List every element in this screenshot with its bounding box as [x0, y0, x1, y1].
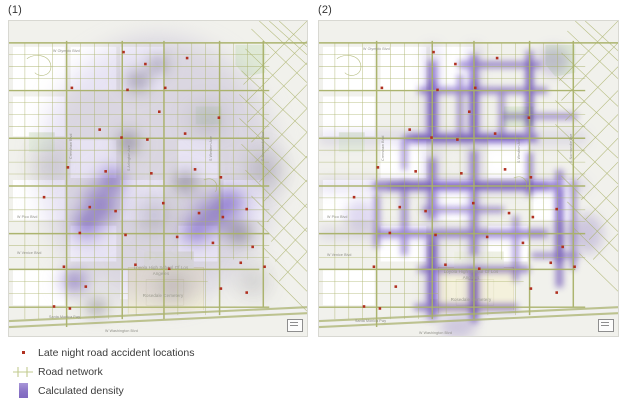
panel-1-label: (1) [8, 4, 23, 16]
map-text-labels-1: Loyola High School Of Los Angeles Roseda… [9, 21, 307, 336]
density-swatch-icon [8, 383, 38, 398]
map-label: Loyola High School Of Los Angeles [133, 265, 189, 276]
map-label: S Arlington Ave [127, 145, 131, 171]
panel-2-label: (2) [318, 4, 333, 16]
map-label: W Washington Blvd [105, 329, 138, 333]
legend-item-accidents: Late night road accident locations [8, 343, 308, 362]
map-label: Santa Monica Fwy [355, 319, 387, 323]
road-network-1 [9, 21, 307, 336]
map-label: Loyola High School Of Los Angeles [443, 269, 499, 280]
map-label: W Pico Blvd [17, 215, 38, 219]
map-label: S Normandie Ave [569, 133, 573, 163]
map-panel-1[interactable]: Loyola High School Of Los Angeles Roseda… [8, 20, 308, 337]
road-cross-icon [8, 366, 38, 378]
map-attribution-box-2[interactable] [598, 319, 614, 332]
accident-points-2 [319, 21, 618, 336]
legend-label: Road network [38, 365, 103, 378]
point-marker-icon [8, 351, 38, 354]
map-legend: Late night road accident locations Road … [8, 343, 308, 400]
map-label: Crenshaw Blvd [69, 133, 73, 159]
map-label: W Washington Blvd [419, 331, 452, 335]
map-attribution-box-1[interactable] [287, 319, 303, 332]
map-label: Crenshaw Blvd [381, 135, 385, 161]
legend-item-roads: Road network [8, 362, 308, 381]
map-label: S Western Ave [517, 138, 521, 163]
map-label: S Western Ave [209, 136, 213, 161]
map-label: W Olympic Blvd [363, 47, 390, 51]
accident-points-1 [9, 21, 307, 336]
road-network-2 [319, 21, 618, 336]
map-label: W Venice Blvd [17, 251, 42, 255]
map-panel-2[interactable]: Loyola High School Of Los Angeles Roseda… [318, 20, 619, 337]
map-label: Santa Monica Fwy [49, 315, 81, 319]
map-label: Rosedale Cemetery [142, 293, 184, 298]
legend-label: Late night road accident locations [38, 346, 195, 359]
legend-item-density: Calculated density [8, 381, 308, 400]
map-label: W Pico Blvd [327, 215, 348, 219]
legend-label: Calculated density [38, 384, 124, 397]
map-label: W Venice Blvd [327, 253, 352, 257]
map-label: Rosedale Cemetery [450, 297, 492, 302]
map-text-labels-2: Loyola High School Of Los Angeles Roseda… [319, 21, 618, 336]
map-label: S Normandie Ave [261, 131, 265, 161]
map-label: W Olympic Blvd [53, 49, 80, 53]
